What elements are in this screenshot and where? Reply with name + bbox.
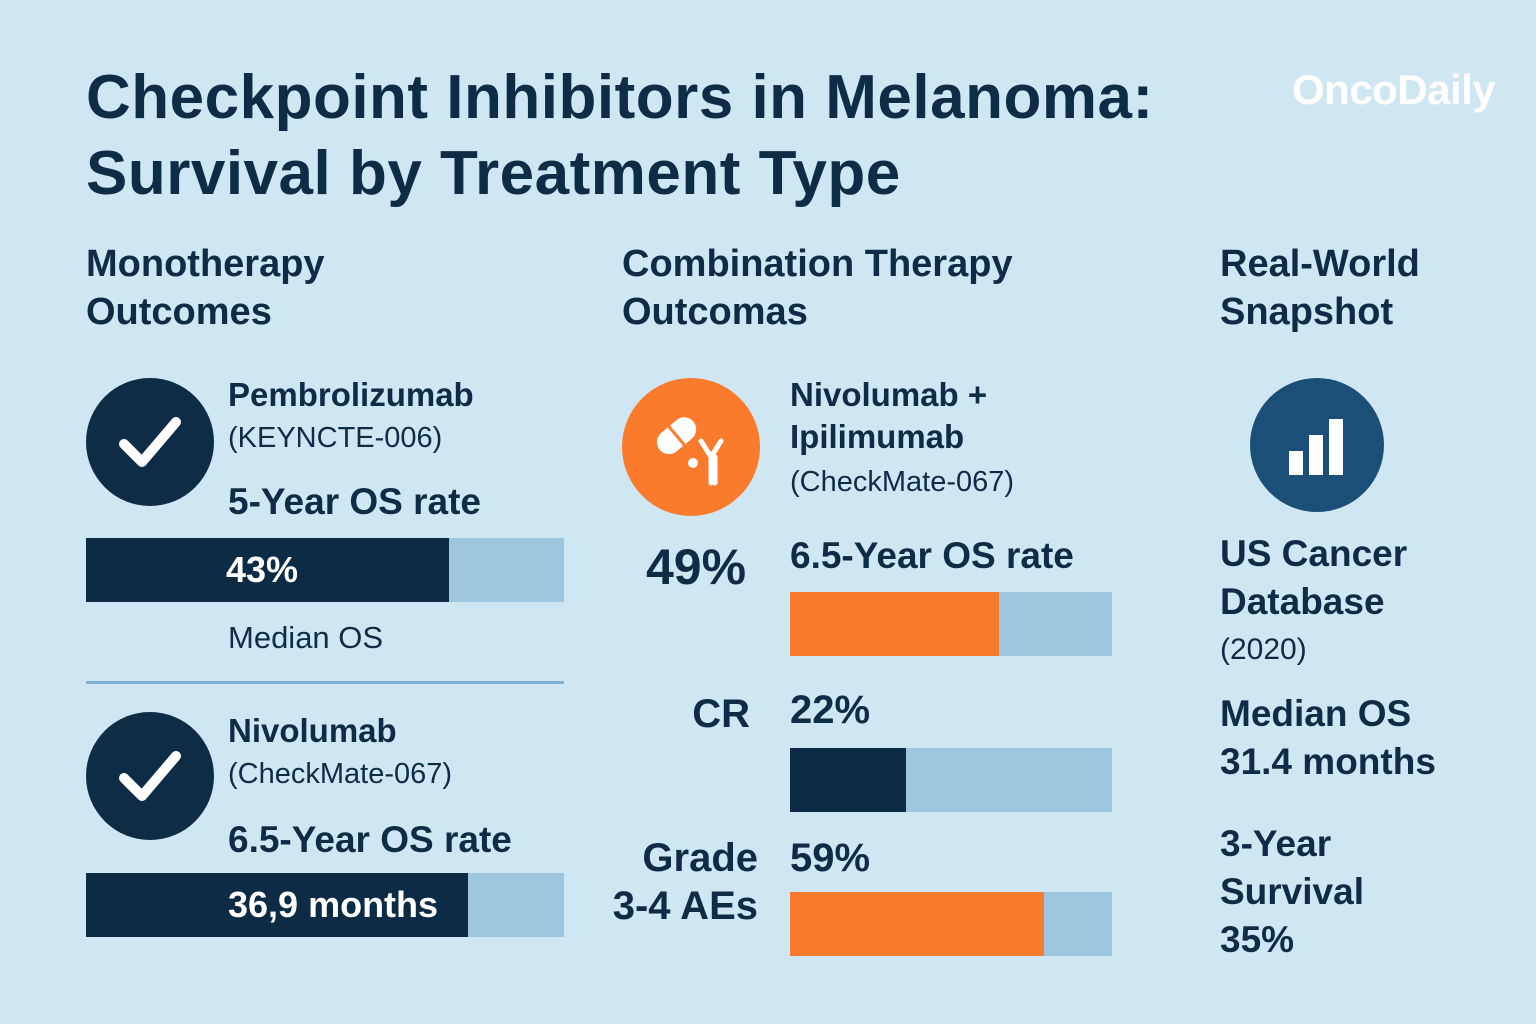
combo-os-value: 49% (646, 539, 747, 595)
nivolumab-os-bar-fill (86, 873, 469, 937)
realworld-survival-line-2: Survival (1220, 871, 1364, 912)
realworld-source-line-2: Database (1220, 581, 1385, 622)
cr-bar (790, 748, 1112, 812)
nivolumab-name: Nivolumab (228, 712, 397, 749)
combination-heading-line-2: Outcomas (622, 291, 808, 333)
realworld-survival-line-1: 3-Year (1220, 823, 1332, 864)
cr-label: CR (692, 692, 750, 736)
pembrolizumab-os-value: 43% (226, 549, 299, 590)
combo-drug-line-2: Ipilimumab (790, 418, 965, 455)
realworld-median: Median OS 31.4 months (1220, 690, 1436, 786)
title-line-2: Survival by Treatment Type (86, 139, 901, 208)
cr-bar-fill (790, 748, 906, 812)
realworld-heading-line-1: Real-World (1220, 243, 1420, 285)
combination-heading-line-1: Combination Therapy (622, 243, 1013, 285)
ae-label-line-1: Grade (642, 836, 758, 880)
realworld-survival-value: 35% (1220, 919, 1295, 960)
combo-drug-line-1: Nivolumab + (790, 376, 988, 413)
pembrolizumab-metric: 5-Year OS rate (228, 481, 481, 522)
realworld-heading-line-2: Snapshot (1220, 291, 1394, 333)
combo-drug: Nivolumab + Ipilimumab (790, 374, 987, 458)
realworld-source-line-1: US Cancer (1220, 533, 1408, 574)
pembrolizumab-os-bar: 43% (86, 538, 564, 602)
ae-label: Grade 3-4 AEs (590, 834, 758, 930)
brand-logo: OncoDaily (1292, 66, 1496, 113)
realworld-heading: Real-World Snapshot (1220, 240, 1420, 336)
realworld-year: (2020) (1220, 633, 1307, 666)
section-divider (86, 681, 564, 684)
ae-bar-fill (790, 892, 1045, 956)
combo-os-bar-fill (790, 592, 1000, 656)
cr-value: 22% (790, 688, 871, 732)
monotherapy-heading: Monotherapy Outcomes (86, 240, 325, 336)
realworld-median-label: Median OS (1220, 693, 1412, 734)
page-title: Checkpoint Inhibitors in Melanoma: Survi… (86, 60, 1154, 212)
bar-chart-icon (1250, 378, 1384, 512)
pill-antibody-icon (622, 378, 760, 516)
check-icon (86, 378, 214, 506)
ae-bar (790, 892, 1112, 956)
combo-trial: (CheckMate-067) (790, 466, 1015, 498)
check-icon (86, 712, 214, 840)
pembrolizumab-note: Median OS (228, 620, 384, 655)
ae-value: 59% (790, 836, 871, 880)
pembrolizumab-name: Pembrolizumab (228, 376, 474, 413)
realworld-source: US Cancer Database (1220, 530, 1407, 626)
nivolumab-trial: (CheckMate-067) (228, 758, 453, 790)
monotherapy-heading-line-2: Outcomes (86, 291, 272, 333)
nivolumab-os-bar: 36,9 months (86, 873, 564, 937)
ae-label-line-2: 3-4 AEs (612, 884, 758, 928)
pembrolizumab-trial: (KEYNCTE-006) (228, 422, 443, 454)
combination-heading: Combination Therapy Outcomas (622, 240, 1013, 336)
nivolumab-metric: 6.5-Year OS rate (228, 819, 512, 860)
combo-os-bar (790, 592, 1112, 656)
realworld-median-value: 31.4 months (1220, 741, 1436, 782)
pembrolizumab-os-bar-fill (86, 538, 450, 602)
title-line-1: Checkpoint Inhibitors in Melanoma: (86, 63, 1154, 132)
monotherapy-heading-line-1: Monotherapy (86, 243, 325, 285)
nivolumab-os-value: 36,9 months (228, 884, 439, 925)
realworld-survival: 3-Year Survival 35% (1220, 820, 1364, 964)
combo-os-metric: 6.5-Year OS rate (790, 535, 1074, 576)
